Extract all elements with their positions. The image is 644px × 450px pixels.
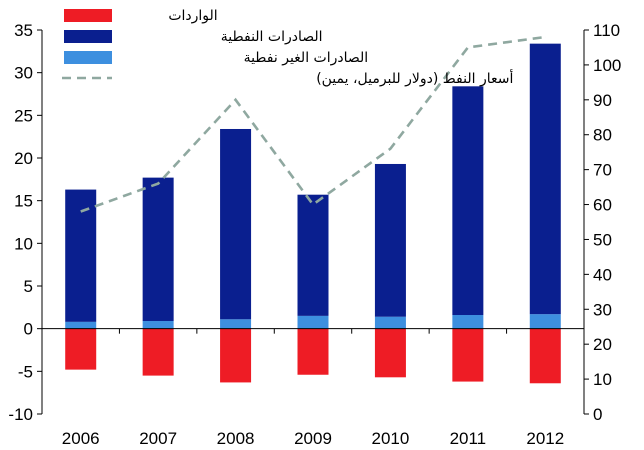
right-tick-label: 0 (593, 405, 602, 424)
right-tick-label: 70 (593, 161, 612, 180)
right-tick-label: 80 (593, 126, 612, 145)
legend-label: الواردات (168, 8, 217, 24)
bar-imports-2006 (65, 328, 97, 370)
right-tick-label: 60 (593, 196, 612, 215)
x-tick-label: 2009 (294, 429, 332, 448)
bar-oil-exports-2010 (374, 163, 406, 317)
bar-non-oil-exports-2012 (529, 314, 561, 329)
right-tick-label: 90 (593, 91, 612, 110)
bar-non-oil-exports-2007 (142, 320, 174, 329)
legend-label: الصادرات النفطية (221, 29, 323, 45)
bar-imports-2007 (142, 328, 174, 376)
axes-layer: -10 -5 0 5 10 15 20 25 30 35 0 10 20 30 40 50 60 70 80 90 10… (8, 21, 621, 448)
bar-imports-2010 (374, 328, 406, 378)
left-tick-label: -10 (8, 405, 33, 424)
legend-label: أسعار النفط (دولار للبرميل، يمين) (316, 69, 513, 87)
left-tick-label: 35 (14, 21, 33, 40)
bars-layer (65, 43, 561, 384)
x-tick-label: 2007 (139, 429, 177, 448)
left-tick-label: 0 (24, 320, 33, 339)
right-tick-label: 110 (593, 21, 620, 40)
bar-imports-2011 (452, 328, 484, 382)
oil-price-line-layer (80, 35, 546, 213)
bar-oil-exports-2009 (297, 194, 329, 316)
bar-non-oil-exports-2011 (452, 315, 484, 329)
right-tick-label: 50 (593, 230, 612, 249)
x-tick-label: 2008 (217, 429, 255, 448)
bar-oil-exports-2011 (452, 86, 484, 316)
left-tick-label: 30 (14, 64, 33, 83)
x-tick-label: 2010 (372, 429, 410, 448)
bar-oil-exports-2006 (65, 189, 97, 322)
x-tick-label: 2012 (526, 429, 564, 448)
bar-imports-2012 (529, 328, 561, 384)
bar-non-oil-exports-2010 (374, 316, 406, 329)
left-tick-label: 5 (24, 277, 33, 296)
left-tick-label: 10 (14, 234, 33, 253)
left-tick-label: 25 (14, 106, 33, 125)
bar-oil-exports-2008 (220, 128, 252, 320)
left-tick-label: 20 (14, 149, 33, 168)
left-tick-label: 15 (14, 192, 33, 211)
right-tick-label: 20 (593, 335, 612, 354)
left-tick-label: -5 (18, 362, 33, 381)
legend-swatch (64, 9, 112, 22)
legend-swatch (64, 51, 112, 64)
bar-imports-2008 (220, 328, 252, 383)
right-tick-label: 30 (593, 300, 612, 319)
legend-swatch (64, 30, 112, 43)
right-tick-label: 40 (593, 265, 612, 284)
bar-oil-exports-2012 (529, 43, 561, 315)
bar-imports-2009 (297, 328, 329, 375)
legend-label: الصادرات الغير نفطية (244, 50, 369, 66)
right-tick-label: 100 (593, 56, 621, 75)
x-tick-label: 2006 (62, 429, 100, 448)
bar-non-oil-exports-2009 (297, 315, 329, 329)
bar-oil-exports-2007 (142, 177, 174, 321)
bar-non-oil-exports-2008 (220, 319, 252, 329)
x-tick-label: 2011 (450, 429, 487, 448)
bar-non-oil-exports-2006 (65, 321, 97, 329)
right-tick-label: 10 (593, 370, 612, 389)
